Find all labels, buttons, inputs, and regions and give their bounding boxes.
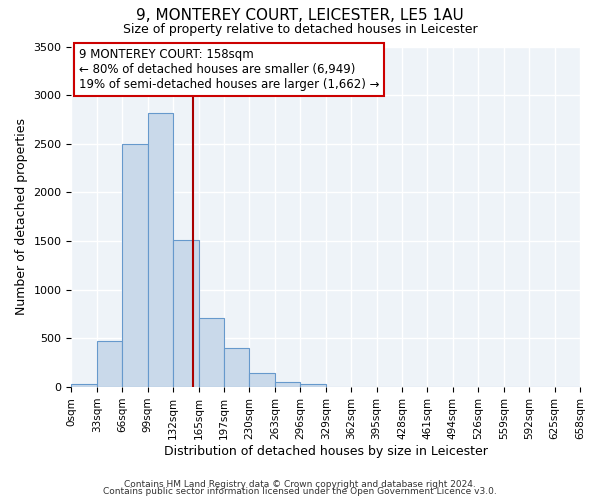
Text: Size of property relative to detached houses in Leicester: Size of property relative to detached ho… [122,22,478,36]
Bar [148,112,173,387]
Bar [122,144,148,387]
Bar [300,384,326,387]
Bar [275,382,300,387]
Bar [173,240,199,387]
Bar [199,318,224,387]
Text: Contains HM Land Registry data © Crown copyright and database right 2024.: Contains HM Land Registry data © Crown c… [124,480,476,489]
Y-axis label: Number of detached properties: Number of detached properties [15,118,28,316]
Bar [250,374,275,387]
Bar [71,384,97,387]
X-axis label: Distribution of detached houses by size in Leicester: Distribution of detached houses by size … [164,444,488,458]
Bar [224,348,250,387]
Bar [97,342,122,387]
Text: Contains public sector information licensed under the Open Government Licence v3: Contains public sector information licen… [103,487,497,496]
Text: 9 MONTEREY COURT: 158sqm
← 80% of detached houses are smaller (6,949)
19% of sem: 9 MONTEREY COURT: 158sqm ← 80% of detach… [79,48,380,91]
Text: 9, MONTEREY COURT, LEICESTER, LE5 1AU: 9, MONTEREY COURT, LEICESTER, LE5 1AU [136,8,464,22]
